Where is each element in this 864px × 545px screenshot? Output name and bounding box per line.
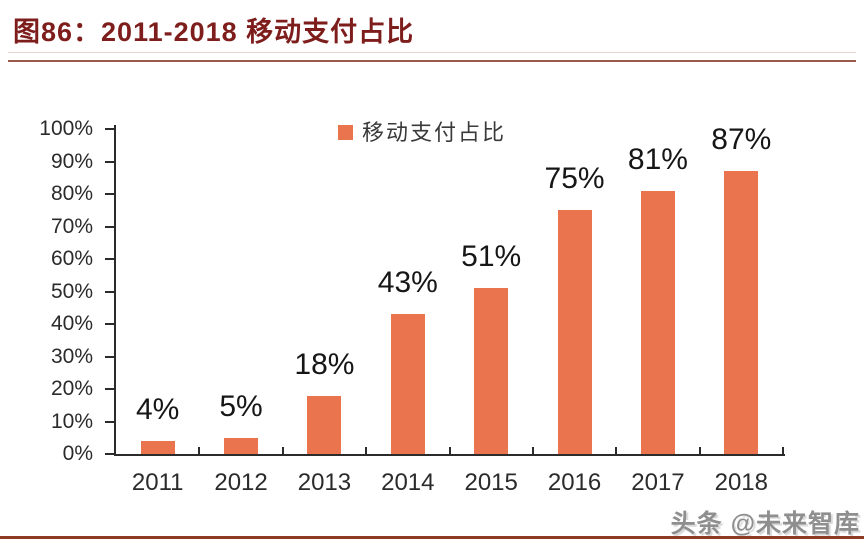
y-axis-tick [105, 388, 114, 390]
chart-legend: 移动支付占比 [338, 115, 506, 147]
legend-swatch-icon [338, 124, 353, 140]
bar-value-label: 4% [136, 393, 180, 426]
y-axis-tick [105, 193, 114, 195]
legend-label: 移动支付占比 [362, 120, 507, 145]
y-axis-tick-label: 100% [39, 117, 93, 140]
x-axis-category-label: 2011 [131, 469, 184, 496]
y-axis-tick-label: 30% [50, 344, 93, 368]
y-axis-tick-label: 50% [50, 279, 93, 303]
bar-value-label: 87% [711, 123, 772, 157]
bar-2016 [557, 210, 592, 454]
y-axis-tick [105, 290, 114, 293]
y-axis-tick-label: 40% [50, 312, 93, 335]
figure-title: 图86：2011-2018 移动支付占比 [13, 17, 415, 47]
y-axis-tick [105, 128, 114, 130]
title-divider [8, 60, 856, 62]
bar-2012 [224, 437, 259, 454]
title-divider-light [8, 52, 856, 53]
x-axis-tick [615, 447, 618, 454]
x-axis-category-label: 2016 [547, 469, 602, 496]
x-axis-category-label: 2017 [631, 469, 685, 496]
y-axis-tick [105, 258, 114, 260]
y-axis-tick [105, 323, 114, 325]
x-axis-tick [448, 447, 451, 454]
bar-value-label: 81% [627, 142, 688, 176]
bar-value-label: 43% [377, 266, 438, 300]
x-axis-line [114, 454, 785, 456]
y-axis-tick-label: 80% [50, 182, 93, 205]
bar-value-label: 75% [544, 162, 605, 196]
bar-value-label: 5% [219, 389, 263, 423]
x-axis-tick [698, 447, 701, 454]
x-axis-category-label: 2012 [214, 469, 268, 496]
bar-2014 [390, 314, 425, 454]
bottom-accent-bar [0, 536, 864, 539]
bar-2011 [140, 441, 175, 454]
y-axis-tick [105, 160, 114, 163]
x-axis-tick [281, 447, 284, 454]
y-axis-tick-label: 10% [50, 409, 93, 433]
y-axis-tick-label: 70% [50, 214, 93, 238]
y-axis-tick-label: 20% [50, 377, 93, 400]
y-axis-tick-label: 0% [62, 442, 93, 465]
watermark-text: 头条 @未来智库 [670, 510, 860, 538]
x-axis-category-label: 2018 [714, 469, 768, 496]
x-axis-tick [198, 447, 201, 454]
bar-2013 [307, 395, 342, 454]
x-axis-tick [531, 447, 534, 454]
bar-2018 [724, 171, 759, 454]
x-axis-tick [782, 447, 784, 454]
bar-value-label: 51% [461, 240, 522, 274]
y-axis-tick-label: 90% [50, 149, 93, 173]
x-axis-category-label: 2015 [464, 469, 518, 496]
y-axis-tick [105, 453, 114, 455]
y-axis-tick [105, 420, 114, 423]
y-axis-line [114, 125, 116, 456]
x-axis-tick [365, 447, 368, 454]
y-axis-tick [105, 225, 114, 228]
y-axis-tick-label: 60% [50, 247, 93, 270]
x-axis-category-label: 2013 [297, 469, 352, 496]
y-axis-tick [105, 355, 114, 358]
x-axis-category-label: 2014 [381, 469, 435, 496]
bar-2017 [640, 190, 675, 454]
bar-value-label: 18% [294, 347, 355, 381]
bar-2015 [474, 288, 509, 454]
